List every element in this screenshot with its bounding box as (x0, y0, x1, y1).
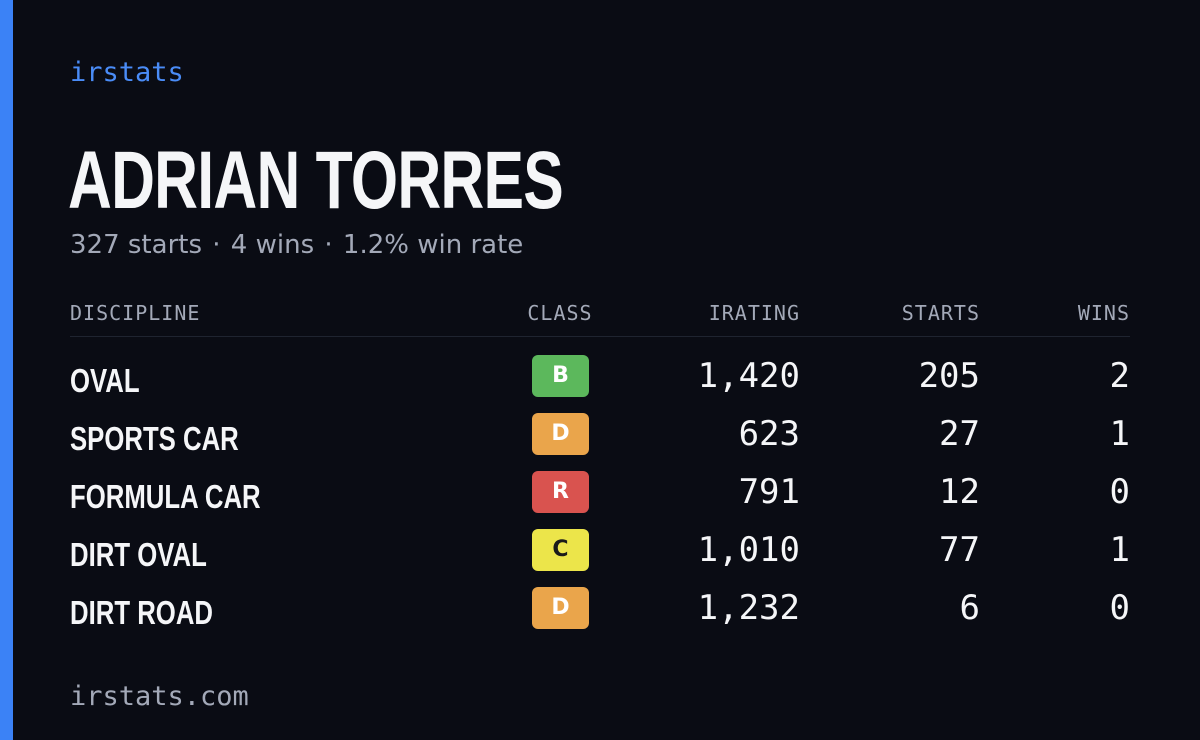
driver-name: ADRIAN TORRES (68, 135, 564, 226)
accent-bar (0, 0, 13, 740)
irating-value: 791 (738, 472, 800, 512)
header-class: CLASS (527, 301, 593, 325)
table-header: DISCIPLINE CLASS IRATING STARTS WINS (70, 296, 1130, 337)
irating-value: 1,010 (697, 530, 800, 570)
class-badge: B (532, 355, 589, 397)
discipline-name: FORMULA CAR (70, 478, 261, 515)
table-row: OVAL B 1,420 205 2 (70, 353, 1130, 411)
class-badge: D (532, 587, 589, 629)
starts-summary: 327 starts (70, 230, 202, 260)
class-badge: D (532, 413, 589, 455)
irating-value: 623 (738, 414, 800, 454)
table-row: DIRT ROAD D 1,232 6 0 (70, 585, 1130, 643)
summary-separator: · (212, 230, 221, 260)
table-row: FORMULA CAR R 791 12 0 (70, 469, 1130, 527)
wins-value: 1 (1109, 530, 1130, 570)
header-wins: WINS (1077, 301, 1130, 325)
starts-value: 77 (939, 530, 980, 570)
header-starts: STARTS (901, 301, 980, 325)
wins-summary: 4 wins (230, 230, 315, 260)
wins-value: 1 (1109, 414, 1130, 454)
class-badge: C (532, 529, 589, 571)
wins-value: 0 (1109, 588, 1130, 628)
irating-value: 1,232 (697, 588, 800, 628)
starts-value: 6 (959, 588, 980, 628)
wins-value: 2 (1109, 356, 1130, 396)
irating-value: 1,420 (697, 356, 800, 396)
discipline-name: SPORTS CAR (70, 420, 239, 457)
driver-summary: 327 starts · 4 wins · 1.2% win rate (70, 228, 523, 262)
brand-logo: irstats (70, 57, 184, 88)
table-row: DIRT OVAL C 1,010 77 1 (70, 527, 1130, 585)
starts-value: 205 (918, 356, 980, 396)
header-discipline: DISCIPLINE (70, 301, 201, 325)
win-rate-summary: 1.2% win rate (342, 230, 524, 260)
table-body: OVAL B 1,420 205 2 SPORTS CAR D 623 27 1… (70, 337, 1130, 643)
discipline-name: DIRT ROAD (70, 594, 213, 631)
discipline-name: OVAL (70, 362, 140, 399)
table-row: SPORTS CAR D 623 27 1 (70, 411, 1130, 469)
wins-value: 0 (1109, 472, 1130, 512)
starts-value: 12 (939, 472, 980, 512)
header-irating: IRATING (708, 301, 800, 325)
discipline-table: DISCIPLINE CLASS IRATING STARTS WINS OVA… (70, 296, 1130, 643)
class-badge: R (532, 471, 589, 513)
summary-separator: · (324, 230, 333, 260)
discipline-name: DIRT OVAL (70, 536, 207, 573)
starts-value: 27 (939, 414, 980, 454)
footer-url: irstats.com (70, 681, 249, 712)
